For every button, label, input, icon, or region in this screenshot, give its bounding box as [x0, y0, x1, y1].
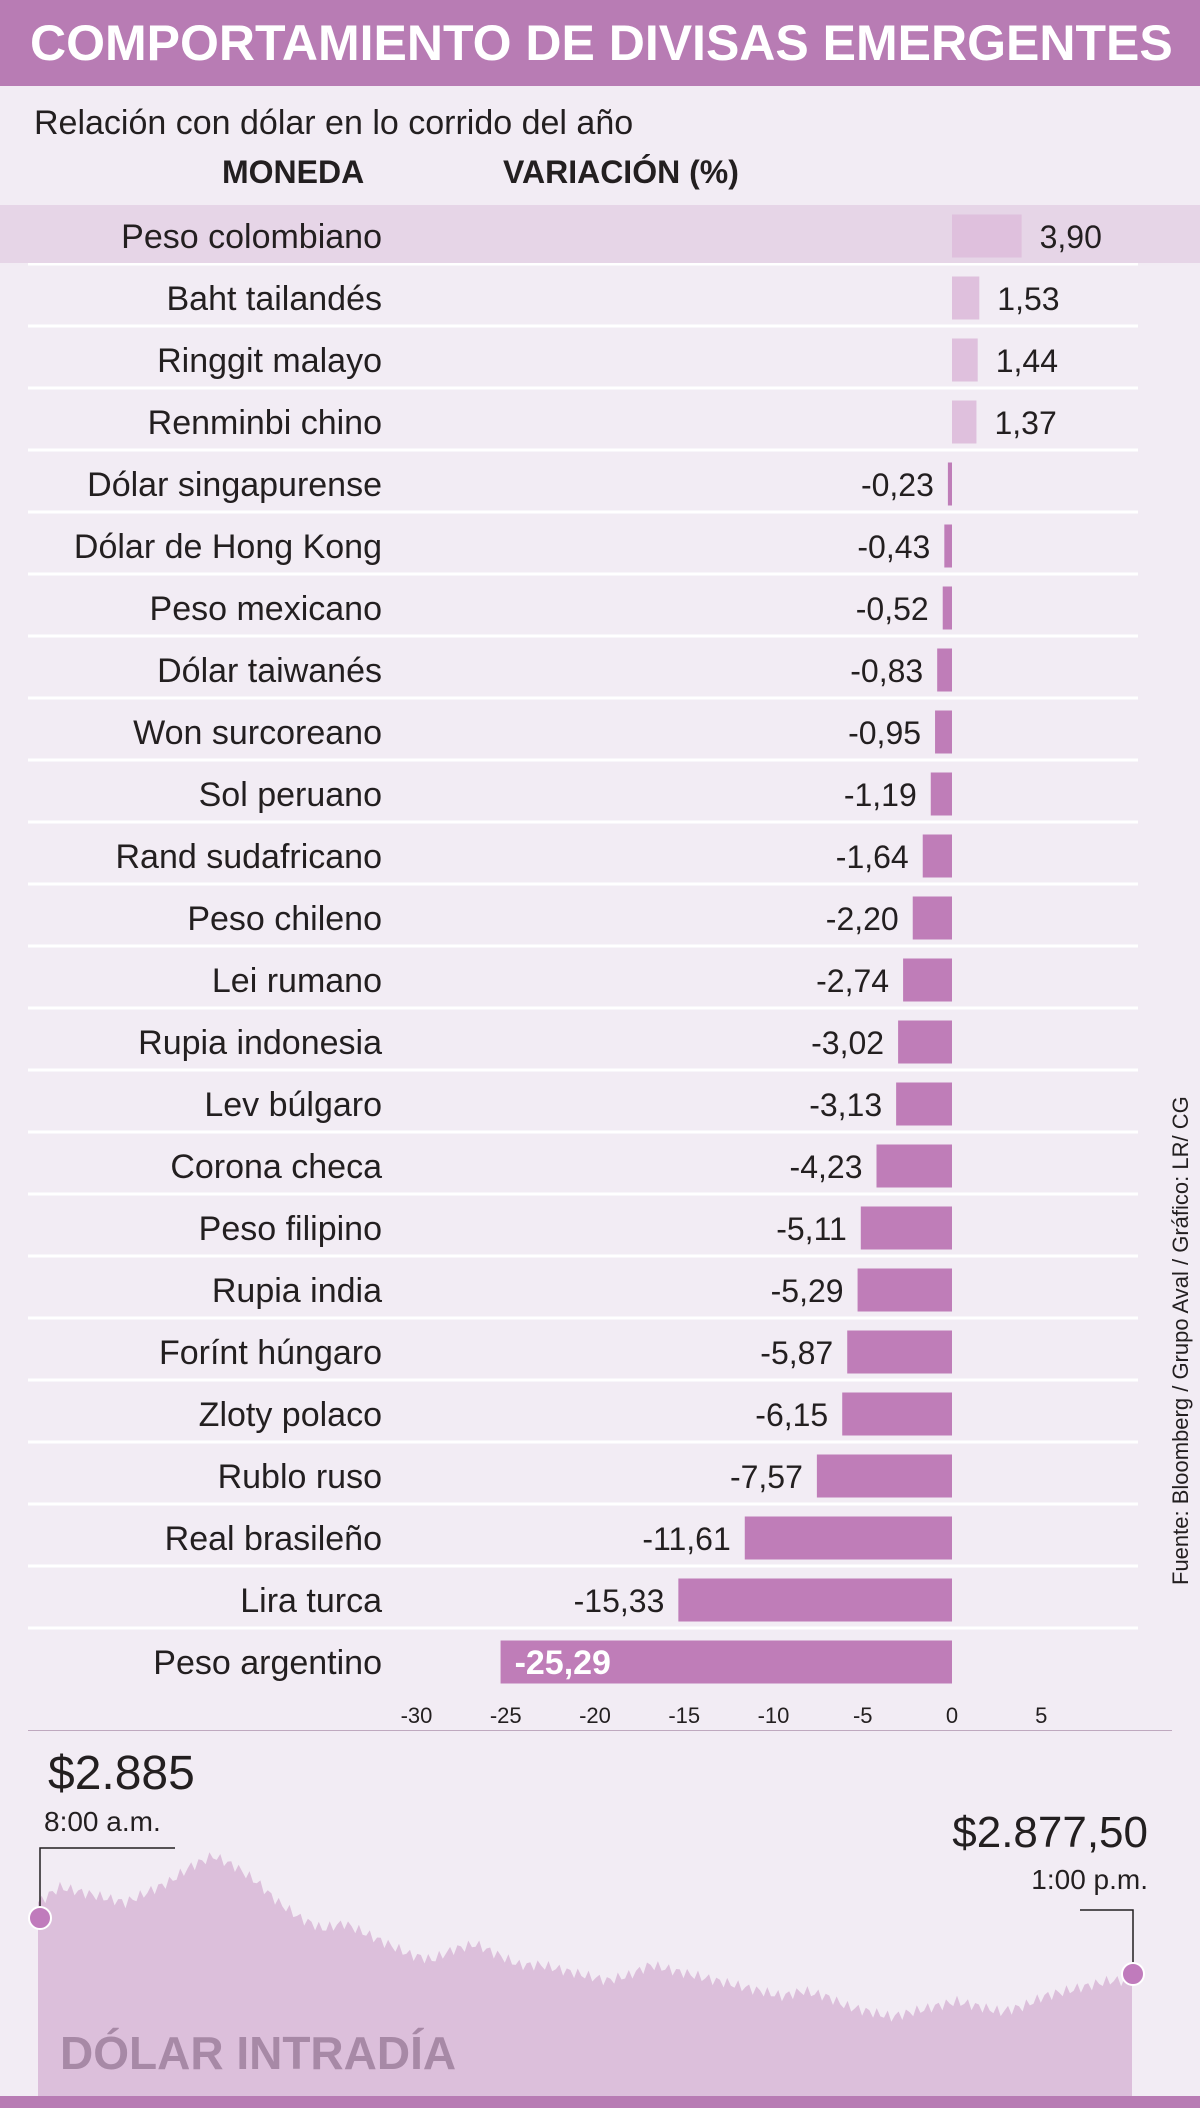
x-tick-label: -10 [758, 1703, 790, 1728]
x-tick-label: -5 [853, 1703, 873, 1728]
bar [930, 772, 952, 816]
value-label: 3,90 [1040, 219, 1102, 255]
value-label: -11,61 [642, 1521, 730, 1557]
bar [947, 462, 952, 506]
category-label: Dólar singapurense [87, 466, 382, 504]
close-marker [1121, 1962, 1145, 1986]
bar [935, 710, 952, 754]
bar [922, 834, 952, 878]
value-label: -15,33 [574, 1583, 665, 1619]
chart-title: COMPORTAMIENTO DE DIVISAS EMERGENTES [30, 15, 1173, 71]
category-label: Corona checa [170, 1148, 382, 1186]
currency-bar-chart: Peso colombiano 3,90 Baht tailandés 1,53 Rin… [0, 205, 1200, 1728]
bar [944, 524, 952, 568]
open-marker [28, 1906, 52, 1930]
bar [500, 1640, 952, 1684]
bar [744, 1516, 952, 1560]
value-label: 1,53 [997, 281, 1059, 317]
category-label: Forínt húngaro [159, 1334, 382, 1372]
value-label: -3,13 [809, 1087, 882, 1123]
category-label: Lira turca [240, 1582, 382, 1620]
bar [937, 648, 952, 692]
open-price-label: $2.885 [48, 1747, 195, 1800]
value-label: -0,95 [848, 715, 921, 751]
bar [678, 1578, 952, 1622]
bar [876, 1144, 952, 1188]
x-tick-label: -30 [401, 1703, 433, 1728]
close-time-label: 1:00 p.m. [1031, 1864, 1148, 1895]
bar [952, 214, 1022, 258]
value-label: -3,02 [811, 1025, 884, 1061]
category-label: Peso chileno [187, 900, 382, 938]
category-label: Zloty polaco [199, 1396, 382, 1434]
intraday-title: DÓLAR INTRADÍA [60, 2027, 457, 2079]
value-label: 1,44 [996, 343, 1058, 379]
value-label: -5,11 [776, 1211, 847, 1247]
intraday-area [38, 1852, 1132, 2100]
close-price-label: $2.877,50 [952, 1808, 1148, 1857]
category-label: Lev búlgaro [204, 1086, 382, 1124]
source-note: Fuente: Bloomberg / Grupo Aval / Gráfico… [1168, 1096, 1193, 1585]
open-leader-line [39, 1847, 175, 1918]
value-label: -5,29 [771, 1273, 844, 1309]
value-label: -7,57 [730, 1459, 803, 1495]
open-time-label: 8:00 a.m. [44, 1806, 161, 1837]
category-label: Rublo ruso [218, 1458, 382, 1496]
chart-subtitle: Relación con dólar en lo corrido del año [34, 104, 634, 142]
x-tick-label: 5 [1035, 1703, 1047, 1728]
bar [857, 1268, 952, 1312]
category-label: Real brasileño [165, 1520, 382, 1558]
category-label: Peso mexicano [150, 590, 382, 628]
value-label: -0,52 [856, 591, 929, 627]
bar [952, 338, 978, 382]
value-label: -0,43 [857, 529, 930, 565]
value-label: -2,74 [816, 963, 889, 999]
category-label: Rupia indonesia [138, 1024, 382, 1062]
category-label: Dólar taiwanés [157, 652, 382, 690]
x-tick-label: 0 [946, 1703, 958, 1728]
value-label: -0,83 [850, 653, 923, 689]
category-label: Peso argentino [153, 1644, 382, 1682]
bar [942, 586, 952, 630]
bar [816, 1454, 952, 1498]
value-label: -6,15 [755, 1397, 828, 1433]
bar [847, 1330, 952, 1374]
x-tick-label: -25 [490, 1703, 522, 1728]
value-label: -0,23 [861, 467, 934, 503]
bottom-bar [0, 2096, 1200, 2108]
category-label: Rupia india [212, 1272, 382, 1310]
category-label: Baht tailandés [167, 280, 383, 318]
category-label: Peso filipino [199, 1210, 382, 1248]
title-bar: COMPORTAMIENTO DE DIVISAS EMERGENTES [0, 0, 1200, 86]
x-tick-label: -20 [579, 1703, 611, 1728]
close-leader-line [1080, 1909, 1134, 1974]
bar [896, 1082, 952, 1126]
category-label: Renminbi chino [148, 404, 382, 442]
category-label: Rand sudafricano [115, 838, 382, 876]
value-label: -4,23 [790, 1149, 863, 1185]
column-header-variacion: VARIACIÓN (%) [503, 154, 739, 190]
category-label: Peso colombiano [121, 218, 382, 256]
value-label: 1,37 [994, 405, 1056, 441]
x-tick-label: -15 [668, 1703, 700, 1728]
value-label: -5,87 [760, 1335, 833, 1371]
category-label: Won surcoreano [133, 714, 382, 752]
bar [952, 276, 980, 320]
bar [912, 896, 952, 940]
value-label: -2,20 [826, 901, 899, 937]
value-label: -25,29 [515, 1644, 611, 1682]
bar [842, 1392, 952, 1436]
bar [860, 1206, 952, 1250]
bar [952, 400, 977, 444]
category-label: Ringgit malayo [157, 342, 382, 380]
category-label: Lei rumano [212, 962, 382, 1000]
category-label: Dólar de Hong Kong [74, 528, 382, 566]
category-label: Sol peruano [199, 776, 382, 814]
intraday-area-chart [28, 1730, 1172, 2100]
bar [903, 958, 952, 1002]
bar [898, 1020, 952, 1064]
value-label: -1,19 [844, 777, 917, 813]
column-header-moneda: MONEDA [222, 154, 365, 190]
value-label: -1,64 [836, 839, 909, 875]
